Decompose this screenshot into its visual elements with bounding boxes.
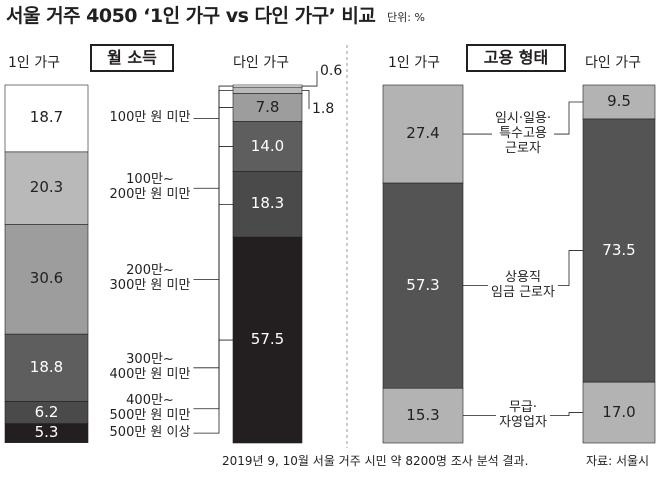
- title: 서울 거주 4050 ‘1인 가구 vs 다인 가구’ 비교: [6, 5, 376, 27]
- value-label: 5.3: [34, 423, 59, 442]
- source: 2019년 9, 10월 서울 거주 시민 약 8200명 조사 분석 결과.: [222, 454, 529, 468]
- value-label: 18.8: [29, 357, 64, 376]
- bar-segment: [232, 86, 303, 94]
- leader-line: [193, 339, 233, 434]
- leader-line: [193, 85, 233, 119]
- value-label: 17.0: [602, 402, 636, 421]
- bar-segment: [232, 84, 303, 88]
- leader-line: [193, 107, 233, 280]
- bar-segment: [4, 151, 89, 225]
- value-label: 18.7: [29, 108, 64, 127]
- series-label: 500만 원 이상: [109, 424, 191, 441]
- bar-segment: [4, 84, 89, 153]
- value-label: 0.6: [320, 63, 343, 79]
- panel-title: 고용 형태: [466, 44, 566, 73]
- value-label: 18.3: [250, 194, 285, 213]
- bar-segment: [382, 387, 464, 444]
- series-label: 100만~ 200만 원 미만: [109, 172, 191, 204]
- value-label: 1.8: [312, 101, 335, 118]
- credit: 자료: 서울시: [586, 454, 650, 468]
- panel-title: 월 소득: [90, 44, 174, 73]
- leader-line: [302, 71, 318, 87]
- category-label: 1인 가구: [388, 55, 440, 71]
- value-label: 14.0: [250, 136, 285, 155]
- leader-line: [193, 89, 233, 189]
- series-label: 임시·일용· 특수고용 근로자: [494, 110, 552, 157]
- value-label: 73.5: [602, 240, 636, 259]
- series-label: 무급· 자영업자: [499, 399, 547, 431]
- bar-segment: [582, 84, 656, 120]
- leader-line: [549, 412, 583, 417]
- leader-line: [557, 250, 583, 287]
- value-label: 6.2: [34, 402, 59, 421]
- value-label: 57.3: [406, 275, 440, 294]
- category-label: 다인 가구: [233, 55, 289, 71]
- value-label: 15.3: [406, 405, 440, 424]
- value-label: 9.5: [607, 92, 631, 110]
- unit: 단위: %: [387, 11, 425, 24]
- bar-segment: [582, 118, 656, 383]
- leader-line: [302, 89, 310, 110]
- leader-line: [193, 146, 233, 369]
- series-label: 300만~ 400만 원 미만: [109, 351, 191, 383]
- category-label: 1인 가구: [8, 55, 60, 71]
- bar-segment: [582, 381, 656, 444]
- bar-segment: [4, 423, 89, 443]
- bar-segment: [232, 236, 303, 444]
- leader-line: [193, 203, 233, 410]
- series-label: 100만 원 미만: [109, 110, 191, 126]
- bar-segment: [4, 224, 89, 335]
- value-label: 27.4: [406, 124, 440, 143]
- value-label: 20.3: [29, 178, 64, 197]
- value-label: 57.5: [250, 330, 285, 349]
- series-label: 400만~ 500만 원 미만: [109, 392, 191, 424]
- category-label: 다인 가구: [585, 55, 641, 71]
- series-label: 상용직 임금 근로자: [491, 269, 555, 301]
- leader-line: [554, 101, 583, 135]
- series-label: 200만~ 300만 원 미만: [109, 263, 191, 295]
- bar-segment: [232, 93, 303, 122]
- value-label: 7.8: [255, 97, 280, 116]
- value-label: 30.6: [29, 269, 64, 288]
- bar-segment: [382, 84, 464, 184]
